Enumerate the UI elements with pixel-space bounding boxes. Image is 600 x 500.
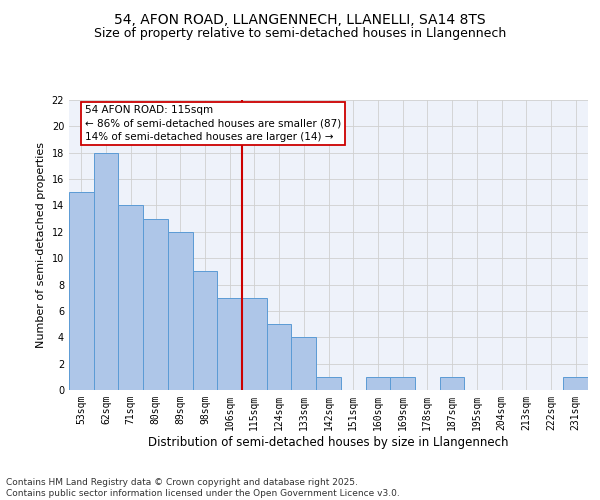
Bar (143, 218, 168, 390)
Bar (292, 338, 316, 390)
Bar (365, 377, 390, 390)
Bar (217, 298, 242, 390)
Y-axis label: Number of semi-detached properties: Number of semi-detached properties (36, 142, 46, 348)
Text: Contains HM Land Registry data © Crown copyright and database right 2025.
Contai: Contains HM Land Registry data © Crown c… (6, 478, 400, 498)
Bar (242, 298, 267, 390)
Bar (94, 152, 118, 390)
Bar (267, 324, 292, 390)
Bar (118, 206, 143, 390)
Bar (563, 377, 588, 390)
Bar (440, 377, 464, 390)
Bar (168, 232, 193, 390)
Bar (390, 377, 415, 390)
Bar (316, 377, 341, 390)
X-axis label: Distribution of semi-detached houses by size in Llangennech: Distribution of semi-detached houses by … (148, 436, 509, 448)
Text: Size of property relative to semi-detached houses in Llangennech: Size of property relative to semi-detach… (94, 28, 506, 40)
Bar (193, 272, 217, 390)
Bar (69, 192, 94, 390)
Text: 54 AFON ROAD: 115sqm
← 86% of semi-detached houses are smaller (87)
14% of semi-: 54 AFON ROAD: 115sqm ← 86% of semi-detac… (85, 106, 341, 142)
Text: 54, AFON ROAD, LLANGENNECH, LLANELLI, SA14 8TS: 54, AFON ROAD, LLANGENNECH, LLANELLI, SA… (114, 12, 486, 26)
